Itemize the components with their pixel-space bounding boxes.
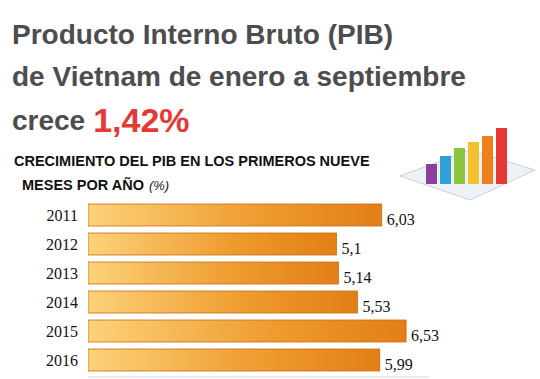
decor-bar — [468, 142, 479, 184]
bars — [88, 204, 406, 371]
category-label: 2012 — [46, 236, 78, 253]
decor-bar — [482, 136, 493, 184]
bar — [88, 204, 382, 226]
data-label: 6,53 — [411, 327, 439, 344]
decor-bar — [454, 148, 465, 184]
data-label: 5,99 — [385, 356, 413, 373]
subtitle-line: CRECIMIENTO DEL PIB EN LOS PRIMEROS NUEV… — [14, 153, 370, 169]
category-label: 2011 — [47, 207, 78, 224]
title-line: Producto Interno Bruto (PIB) — [12, 19, 393, 50]
chart-root: Producto Interno Bruto (PIB) de Vietnam d… — [0, 0, 540, 379]
title-highlight: 1,42% — [93, 101, 189, 139]
labels: 2011 6,03 2012 5,1 2013 5,14 2014 5,53 2015 6,53 2… — [46, 207, 439, 373]
title-line: de Vietnam de enero a septiembre — [12, 61, 466, 92]
bar — [88, 349, 380, 371]
decor-icon — [400, 128, 535, 200]
decor-bar — [426, 164, 437, 184]
decor-bar — [440, 156, 451, 184]
category-label: 2014 — [46, 294, 78, 311]
bar — [88, 320, 406, 342]
data-label: 5,14 — [343, 269, 371, 286]
category-label: 2013 — [46, 265, 78, 282]
category-label: 2016 — [46, 352, 78, 369]
category-label: 2015 — [46, 323, 78, 340]
subtitle-line: MESES POR AÑO — [22, 176, 144, 193]
data-label: 5,53 — [362, 298, 390, 315]
axis-unit: (%) — [149, 178, 169, 193]
decor-paper — [400, 150, 535, 200]
bar — [88, 262, 338, 284]
bar — [88, 233, 336, 255]
title-line: crece — [12, 105, 85, 136]
x-axis-line — [88, 377, 429, 378]
data-label: 6,03 — [387, 211, 415, 228]
decor-bar — [496, 128, 507, 184]
bar — [88, 291, 357, 313]
data-label: 5,1 — [341, 240, 361, 257]
